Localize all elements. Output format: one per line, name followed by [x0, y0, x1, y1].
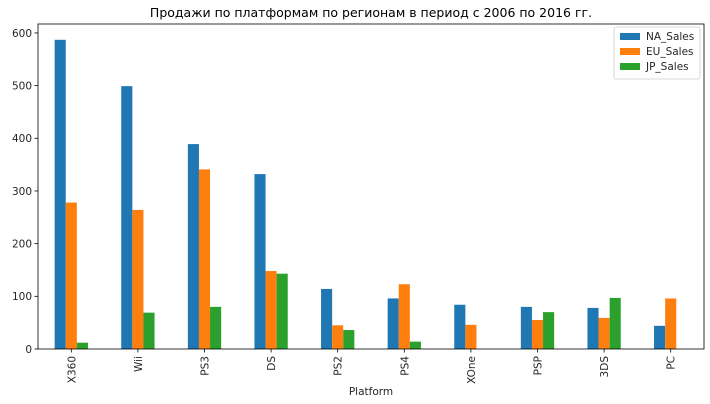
legend-swatch-na-sales	[620, 33, 640, 40]
x-tick-label-3ds: 3DS	[599, 356, 611, 378]
bar-jp-sales-psp	[543, 312, 555, 349]
x-tick-label-xone: XOne	[466, 356, 478, 384]
plot-area	[37, 23, 705, 350]
bar-jp-sales-wii	[143, 312, 155, 349]
bar-jp-sales-ps4	[409, 341, 421, 349]
bar-na-sales-3ds	[587, 307, 599, 349]
y-tick-label: 200	[12, 238, 32, 250]
bar-na-sales-ps2	[321, 288, 333, 349]
bar-eu-sales-ps3	[198, 169, 211, 349]
y-tick-label: 100	[12, 291, 32, 303]
y-tick-label: 400	[12, 133, 32, 145]
bar-na-sales-x360	[54, 39, 66, 350]
x-tick-label-ps4: PS4	[399, 356, 411, 376]
legend-label-na-sales: NA_Sales	[646, 31, 694, 43]
y-tick-label: 500	[12, 80, 32, 92]
plot-frame	[37, 23, 705, 350]
bar-jp-sales-ps3	[210, 306, 222, 349]
x-tick-label-psp: PSP	[533, 356, 545, 375]
bar-eu-sales-psp	[531, 320, 544, 349]
bar-eu-sales-ps2	[332, 325, 344, 349]
legend-label-jp-sales: JP_Sales	[645, 61, 689, 73]
bar-eu-sales-ps4	[398, 284, 410, 349]
legend: NA_Sales EU_Sales JP_Sales	[613, 26, 701, 80]
x-tick-label-ds: DS	[266, 356, 278, 371]
bar-na-sales-wii	[121, 86, 133, 349]
bar-eu-sales-x360	[65, 202, 77, 349]
bar-na-sales-ps4	[387, 298, 399, 349]
x-tick-label-wii: Wii	[133, 356, 145, 372]
bar-eu-sales-wii	[132, 209, 144, 349]
bar-eu-sales-pc	[665, 298, 677, 349]
x-tick-label-ps2: PS2	[333, 356, 345, 376]
x-tick-label-pc: PC	[666, 356, 678, 370]
x-tick-label-ps3: PS3	[200, 356, 212, 376]
bar-jp-sales-3ds	[609, 297, 621, 349]
bar-na-sales-xone	[454, 304, 466, 349]
bar-na-sales-psp	[520, 306, 532, 349]
bar-na-sales-pc	[654, 325, 666, 349]
x-axis-title: Platform	[349, 386, 393, 398]
legend-swatch-jp-sales	[620, 63, 640, 70]
x-tick-label-x360: X360	[66, 356, 78, 383]
bar-eu-sales-ds	[265, 271, 277, 349]
y-tick-label: 0	[25, 344, 32, 356]
legend-label-eu-sales: EU_Sales	[646, 46, 694, 58]
bar-jp-sales-x360	[76, 342, 88, 349]
legend-swatch-eu-sales	[620, 48, 640, 55]
bar-jp-sales-ps2	[343, 330, 355, 349]
bar-na-sales-ps3	[187, 144, 199, 349]
chart-title: Продажи по платформам по регионам в пери…	[150, 5, 592, 20]
y-axis: 0 100 200 300 400 500 600	[12, 28, 38, 356]
bar-eu-sales-xone	[465, 324, 477, 349]
bar-jp-sales-ds	[276, 273, 288, 349]
bar-na-sales-ds	[254, 174, 266, 349]
y-tick-label: 300	[12, 186, 32, 198]
x-axis: X360 Wii PS3 DS PS2 PS4 XOne PSP 3DS PC	[66, 349, 678, 384]
y-tick-label: 600	[12, 28, 32, 40]
bar-eu-sales-3ds	[598, 317, 610, 349]
